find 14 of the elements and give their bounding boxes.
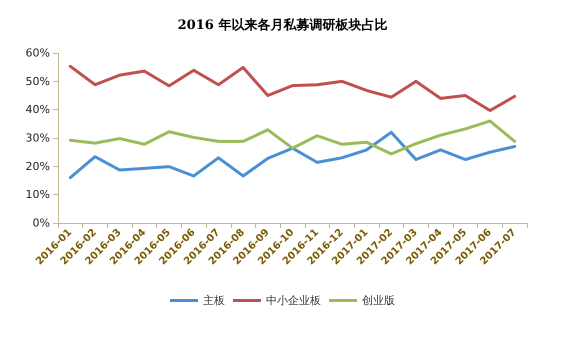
y-tick-label: 30% <box>26 132 50 144</box>
legend-label: 主板 <box>203 294 225 307</box>
legend-label: 创业版 <box>362 294 395 307</box>
line-series <box>68 120 516 156</box>
y-tick-label: 60% <box>26 46 50 60</box>
y-tick-label: 10% <box>26 188 50 202</box>
line-series <box>68 130 516 180</box>
y-tick-label: 50% <box>26 74 50 88</box>
y-tick-label: 20% <box>26 160 50 173</box>
y-tick-label: 40% <box>26 103 50 116</box>
line-series <box>68 64 516 112</box>
legend-label: 中小企业板 <box>266 294 321 307</box>
y-tick-label: 0% <box>32 216 50 230</box>
chart-title: 2016 年以来各月私募调研板块占比 <box>178 18 388 33</box>
